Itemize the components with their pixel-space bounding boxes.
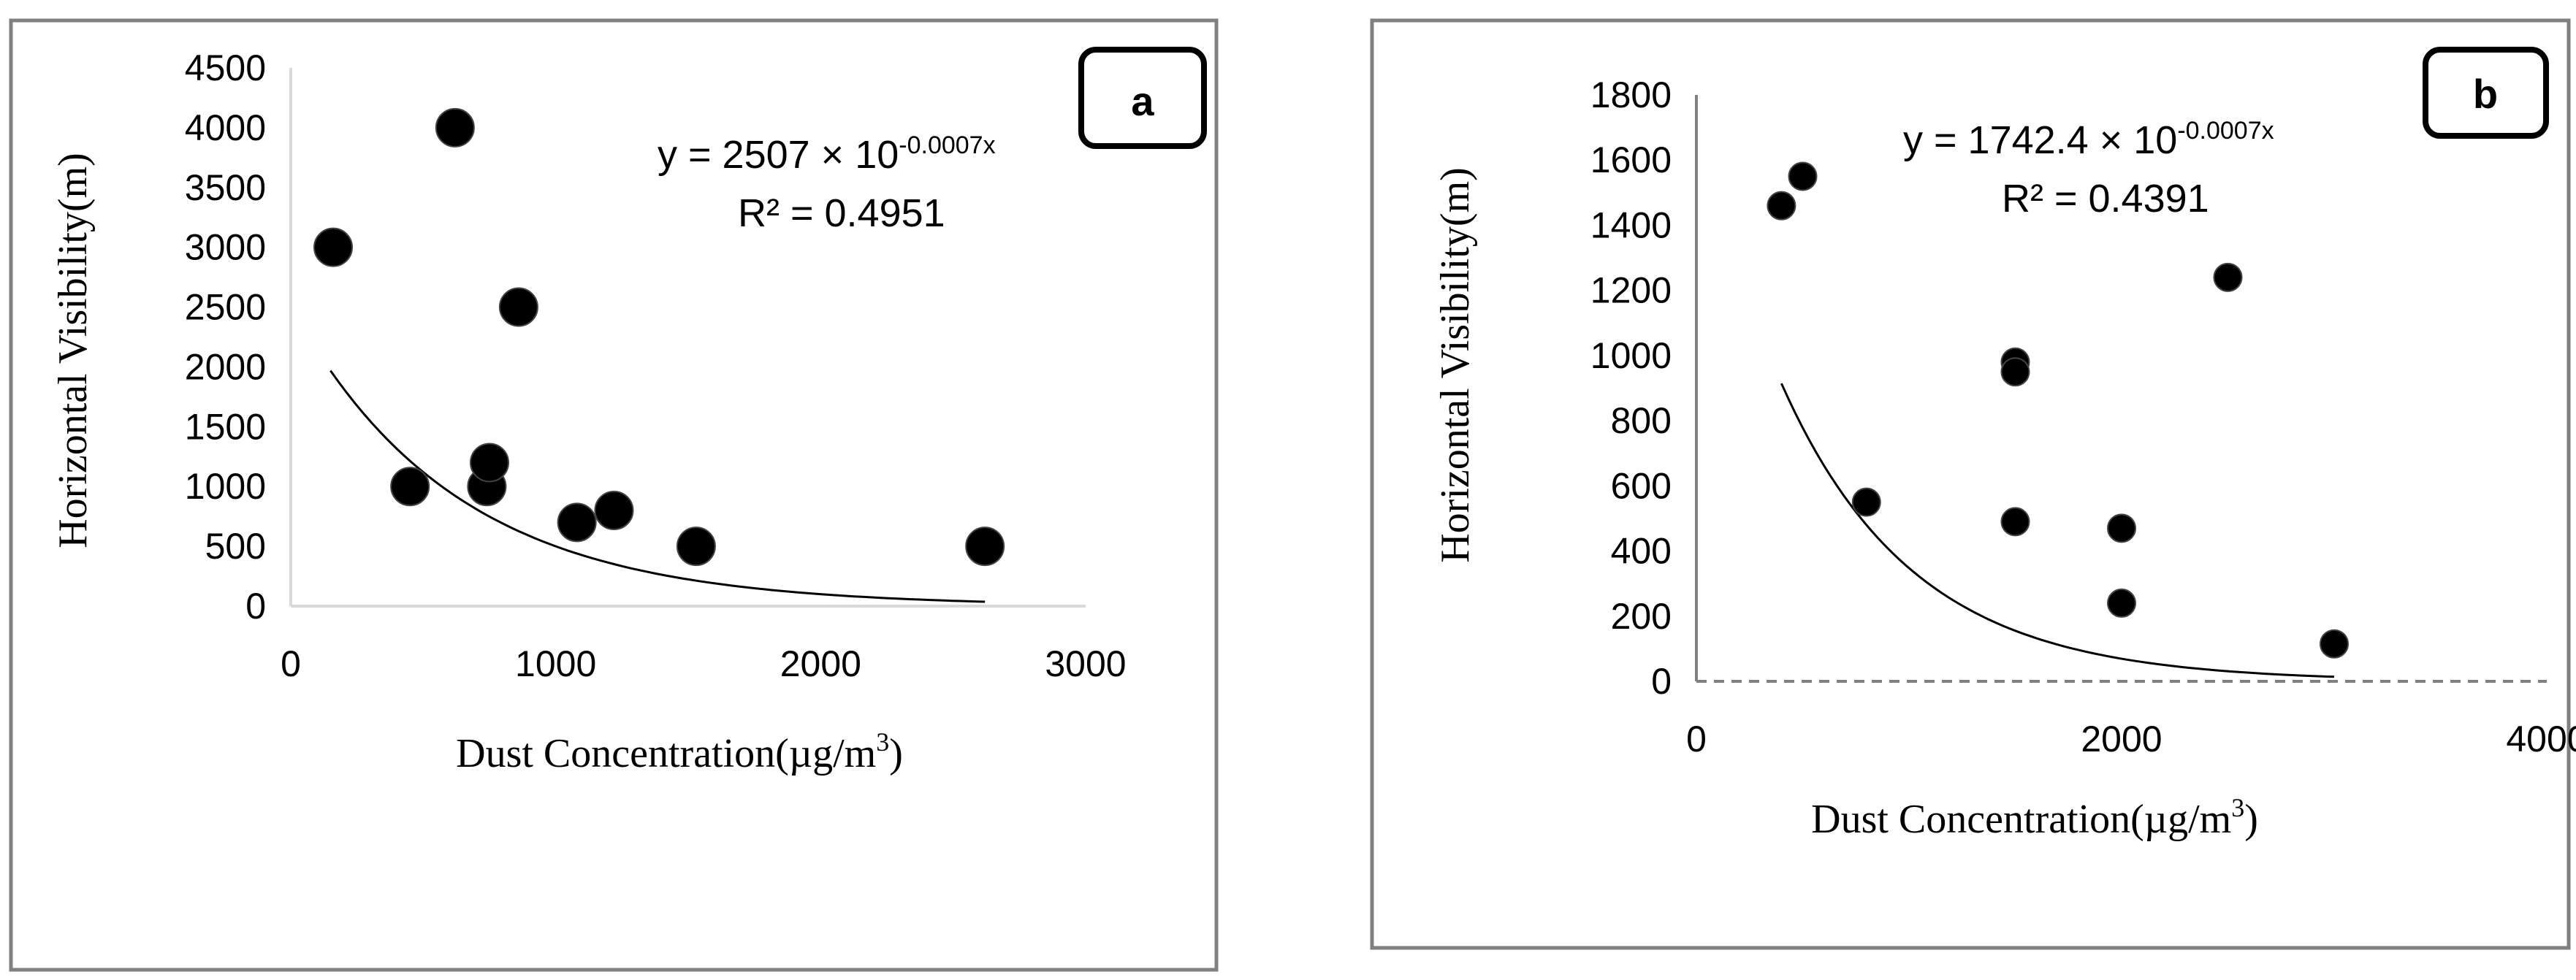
- panel-b-y-tick-label: 1400: [1590, 204, 1672, 245]
- panel-b-data-point: [2320, 629, 2349, 659]
- chart-panel-b: Horizontal Visibility(m) Dust Concentrat…: [1370, 18, 2576, 950]
- panel-b-y-axis-title: Horizontal Visibility(m): [1433, 167, 1478, 563]
- panel-b-y-tick-label: 1600: [1590, 139, 1672, 180]
- panel-b-data-point: [2213, 262, 2243, 292]
- panel-a-y-tick-label: 2500: [185, 287, 266, 328]
- panel-b-data-point: [2000, 357, 2030, 387]
- panel-a-y-tick-label: 3000: [185, 227, 266, 268]
- panel-b-r-squared: R² = 0.4391: [2002, 177, 2209, 221]
- panel-b-label: b: [2473, 71, 2498, 117]
- panel-a-data-point: [435, 107, 475, 148]
- panel-a-y-tick-label: 0: [245, 586, 266, 627]
- panel-b-trend-equation: y = 1742.4 × 10-0.0007x: [1903, 117, 2274, 162]
- panel-a-r-squared: R² = 0.4951: [738, 191, 945, 235]
- panel-b-ticks: 0 200 400 600 800 1000 1200 1400 1600 1800 0 2000 40…: [1590, 74, 2576, 759]
- panel-a-y-axis-title: Horizontal Visibility(m): [50, 153, 96, 548]
- panel-a-x-tick-label: 0: [281, 643, 301, 684]
- panel-a-x-tick-label: 3000: [1045, 643, 1126, 684]
- panel-b-y-tick-label: 600: [1611, 465, 1672, 506]
- panel-a-data-point: [965, 527, 1005, 567]
- panel-a-data-point: [676, 527, 716, 567]
- panel-a-data-point: [557, 502, 597, 543]
- panel-b-x-axis-title: Dust Concentration(µg/m3): [1811, 793, 2258, 842]
- panel-b-y-tick-label: 800: [1611, 400, 1672, 441]
- panel-a-data-point: [390, 467, 430, 507]
- panel-b-data-point: [1851, 487, 1881, 517]
- panel-a-trend-curve: [329, 370, 986, 603]
- panel-a-data-point: [594, 490, 634, 530]
- panel-b-border: [1370, 18, 2571, 950]
- panel-b-y-tick-label: 200: [1611, 596, 1672, 637]
- panel-b-data-point: [2000, 507, 2030, 537]
- panel-b-x-tick-label: 0: [1686, 719, 1707, 759]
- panel-a-y-tick-label: 1500: [185, 406, 266, 447]
- chart-panel-a: Horizontal Visibility(m) Dust Concentrat…: [9, 18, 1219, 972]
- panel-a-x-tick-label: 1000: [515, 643, 596, 684]
- panel-a-x-axis-title: Dust Concentration(µg/m3): [456, 727, 903, 776]
- panel-a-label-box: [1078, 47, 1207, 149]
- panel-a-trend-equation: y = 2507 × 10-0.0007x: [658, 131, 996, 177]
- panel-b-trendline: [1780, 383, 2335, 678]
- panel-b-x-tick-label: 2000: [2081, 719, 2162, 759]
- panel-b-y-tick-label: 1200: [1590, 270, 1672, 311]
- panel-a-x-tick-label: 2000: [780, 643, 861, 684]
- panel-a-y-tick-label: 3500: [185, 167, 266, 208]
- panel-a-data-point: [313, 227, 354, 267]
- panel-b-data-point: [2107, 513, 2136, 543]
- panel-b-y-tick-label: 1800: [1590, 74, 1672, 115]
- panel-a-y-tick-label: 500: [205, 526, 266, 567]
- panel-a-trendline: [329, 370, 986, 603]
- panel-a-label: a: [1131, 78, 1154, 124]
- panel-b-x-tick-label: 4000: [2506, 719, 2576, 759]
- panel-b-y-tick-label: 1000: [1590, 335, 1672, 376]
- panel-a-data-point: [470, 443, 509, 483]
- panel-a-y-tick-label: 2000: [185, 346, 266, 387]
- panel-a-y-tick-label: 4000: [185, 107, 266, 148]
- panel-b-data-point: [1788, 161, 1818, 191]
- panel-a-y-tick-label: 1000: [185, 466, 266, 507]
- panel-a-data-point: [498, 287, 538, 327]
- panel-b-label-box: [2423, 47, 2549, 139]
- panel-b-data-points: [1767, 161, 2349, 659]
- panel-a-y-tick-label: 4500: [185, 47, 266, 88]
- panel-a-ticks: 0 500 1000 1500 2000 2500 3000 3500 4000 4500 0 100…: [185, 47, 1127, 684]
- panel-b-data-point: [2107, 588, 2136, 618]
- panel-b-y-tick-label: 0: [1651, 661, 1672, 702]
- panel-a-data-points: [313, 107, 1005, 567]
- panel-b-data-point: [1767, 191, 1796, 221]
- panel-b-y-tick-label: 400: [1611, 531, 1672, 572]
- panel-b-trend-curve: [1780, 383, 2335, 678]
